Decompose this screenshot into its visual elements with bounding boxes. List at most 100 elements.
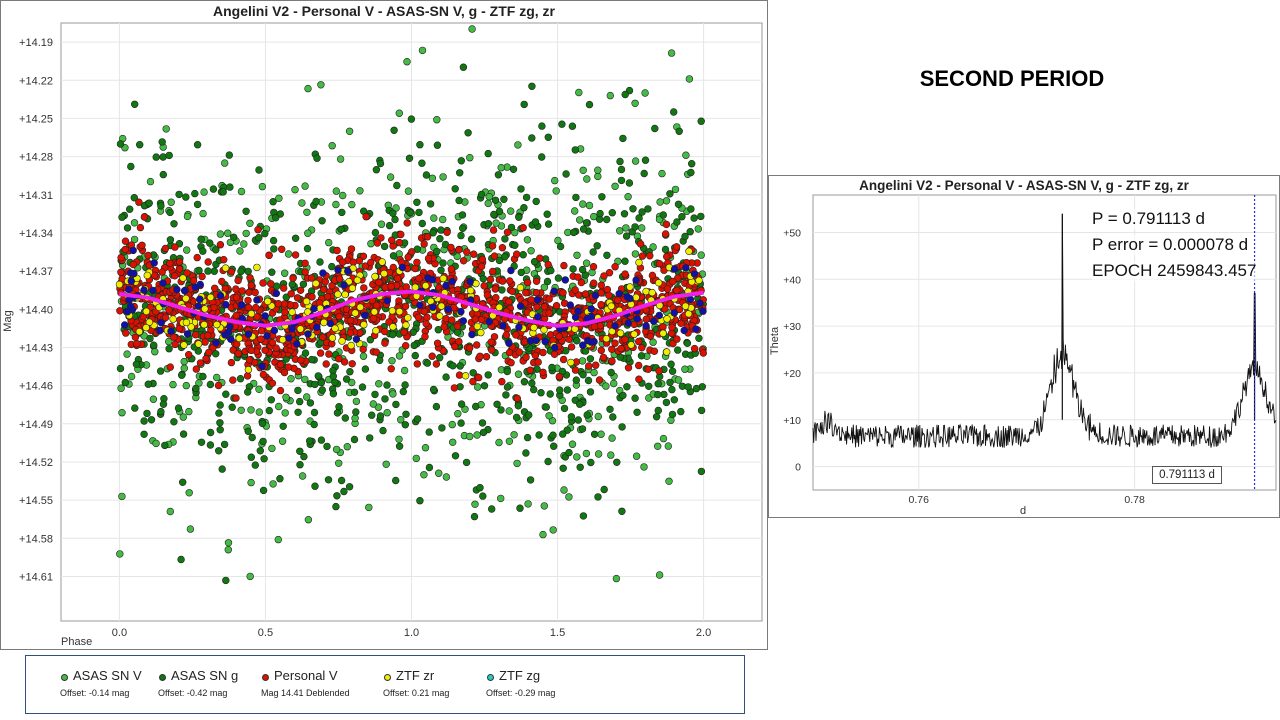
data-point <box>456 362 464 370</box>
data-point <box>237 406 245 414</box>
data-point <box>210 267 219 275</box>
data-point <box>272 289 280 298</box>
data-point <box>416 497 424 505</box>
data-point <box>408 248 416 256</box>
data-point <box>321 278 329 286</box>
data-point <box>276 386 285 395</box>
data-point <box>669 108 678 116</box>
data-point <box>313 323 321 331</box>
period-marker-label[interactable]: 0.791113 d <box>1152 466 1222 484</box>
data-point <box>581 290 590 298</box>
data-point <box>121 237 130 245</box>
data-point <box>434 326 442 334</box>
data-point <box>666 190 674 198</box>
data-point <box>624 319 632 327</box>
data-point <box>316 258 324 266</box>
data-point <box>674 376 683 384</box>
data-point <box>440 323 448 331</box>
data-point <box>635 375 643 383</box>
data-point <box>147 416 156 424</box>
data-point <box>129 246 137 255</box>
data-point <box>125 205 134 213</box>
data-point <box>687 168 695 177</box>
data-point <box>514 370 523 378</box>
data-point <box>552 187 560 195</box>
data-point <box>244 296 252 305</box>
data-point <box>626 283 634 291</box>
data-point <box>608 345 616 353</box>
data-point <box>549 442 558 450</box>
data-point <box>301 375 309 384</box>
data-point <box>478 255 486 263</box>
data-point <box>611 182 619 191</box>
data-point <box>544 133 552 142</box>
data-point <box>158 138 166 146</box>
data-point <box>332 502 340 511</box>
data-point <box>555 372 563 381</box>
data-point <box>584 362 593 370</box>
data-point <box>563 386 572 394</box>
data-point <box>622 224 630 232</box>
data-point <box>284 250 293 258</box>
data-point <box>507 359 515 367</box>
data-point <box>607 368 615 377</box>
data-point <box>420 240 428 248</box>
legend-offset: Offset: 0.21 mag <box>383 688 450 698</box>
data-point <box>334 266 342 274</box>
data-point <box>683 339 692 347</box>
data-point <box>507 266 515 275</box>
data-point <box>205 348 213 357</box>
data-point <box>234 349 243 358</box>
data-point <box>488 242 497 250</box>
data-point <box>267 280 275 288</box>
periodogram-panel: Angelini V2 - Personal V - ASAS-SN V, g … <box>768 175 1280 518</box>
data-point <box>246 572 254 581</box>
data-point <box>590 430 599 438</box>
data-point <box>356 303 364 311</box>
data-point <box>510 431 518 439</box>
data-point <box>219 188 227 196</box>
data-point <box>361 262 370 270</box>
data-point <box>245 303 253 312</box>
data-point <box>333 492 341 500</box>
data-point <box>350 435 359 444</box>
data-point <box>303 208 311 217</box>
data-point <box>304 515 313 524</box>
data-point <box>303 244 312 253</box>
data-point <box>340 281 348 289</box>
data-point <box>373 301 381 310</box>
data-point <box>308 293 316 301</box>
data-point <box>422 319 430 328</box>
data-point <box>306 399 315 407</box>
data-point <box>561 276 569 284</box>
data-point <box>508 287 516 295</box>
data-point <box>421 444 430 452</box>
data-point <box>579 371 587 379</box>
data-point <box>594 493 602 501</box>
data-point <box>686 295 695 304</box>
phase-plot-panel: Angelini V2 - Personal V - ASAS-SN V, g … <box>0 0 768 650</box>
data-point <box>661 230 670 238</box>
data-point <box>403 57 411 66</box>
data-point <box>511 241 519 249</box>
data-point <box>221 264 230 272</box>
data-point <box>600 272 608 280</box>
data-point <box>667 49 676 57</box>
data-point <box>118 492 126 501</box>
data-point <box>429 385 438 394</box>
data-point <box>222 390 230 398</box>
data-point <box>212 339 220 347</box>
data-point <box>407 115 416 123</box>
data-point <box>556 242 565 251</box>
data-point <box>491 285 499 293</box>
data-point <box>567 343 576 351</box>
data-point <box>457 307 465 316</box>
data-point <box>341 290 349 299</box>
data-point <box>554 274 563 282</box>
data-point <box>369 400 377 408</box>
data-point <box>259 370 268 379</box>
data-point <box>332 200 340 209</box>
phase-y-tick-label: +14.40 <box>19 304 53 316</box>
data-point <box>627 341 635 349</box>
legend-label: Personal V <box>274 668 338 683</box>
